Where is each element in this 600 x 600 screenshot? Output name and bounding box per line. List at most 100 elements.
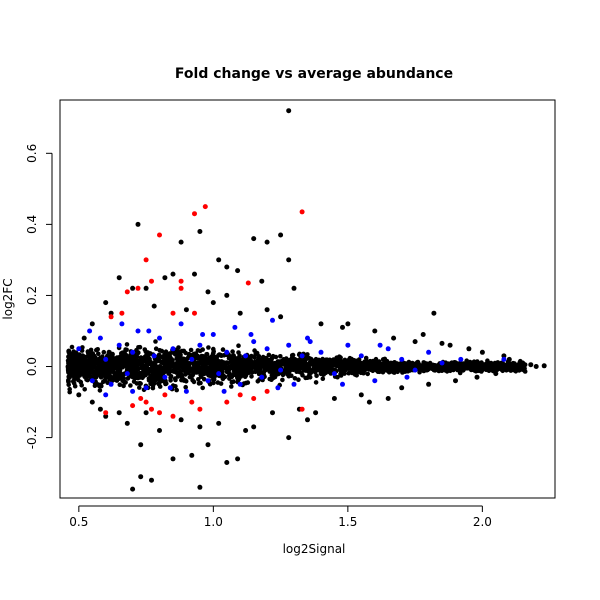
cloud-point [245,380,251,385]
y-axis-label: log2FC [1,278,15,319]
cloud-point [79,359,84,365]
data-point [216,257,222,263]
data-point [447,342,453,348]
cloud-point [82,362,88,368]
cloud-point [221,373,227,379]
cloud-point [127,355,132,361]
cloud-point [485,358,490,364]
data-point [108,310,114,316]
data-point [178,278,184,284]
cloud-point [488,365,494,371]
cloud-point [399,368,405,373]
cloud-point [96,356,102,362]
data-point [235,268,241,274]
cloud-point [382,356,388,362]
cloud-point [206,345,211,350]
cloud-point [248,354,254,360]
cloud-point [468,367,474,373]
cloud-point [183,372,188,377]
data-point [426,381,432,387]
cloud-point [88,360,93,366]
cloud-point [99,361,105,367]
data-point [162,275,168,281]
data-point [237,381,243,387]
data-point [178,239,184,245]
cloud-point [280,377,285,383]
data-point [474,374,480,380]
cloud-point [237,361,243,366]
data-point [512,367,518,373]
data-point [119,310,125,316]
cloud-point [494,364,499,370]
cloud-point [286,363,292,369]
cloud-point [220,347,226,352]
cloud-point [153,339,158,344]
data-point [493,371,499,377]
data-point [533,364,539,369]
data-point [151,353,157,359]
data-point [466,346,472,352]
cloud-point [171,363,177,369]
data-point [345,321,351,327]
data-point [358,392,364,398]
cloud-point [277,359,283,364]
cloud-point [385,368,391,374]
data-point [278,314,284,320]
cloud-point [206,360,212,366]
cloud-point [270,353,276,359]
cloud-point [422,360,427,366]
data-point [189,399,195,405]
data-point [97,335,103,341]
cloud-point [81,372,86,377]
data-point [224,349,230,355]
data-point [124,289,130,295]
data-point [286,108,292,114]
cloud-point [479,365,484,371]
cloud-point [137,385,142,390]
data-point [103,410,109,416]
cloud-point [473,365,478,371]
data-point [183,307,189,313]
cloud-point [498,364,504,370]
data-point [143,385,149,391]
cloud-point [111,374,116,380]
cloud-point [156,382,162,387]
cloud-point [345,359,350,365]
data-point [299,406,305,412]
data-point [372,378,378,384]
x-tick-label: 1.0 [204,515,223,529]
data-point [87,328,93,334]
x-axis-label: log2Signal [283,542,346,556]
data-point [135,328,141,334]
cloud-point [81,366,86,372]
data-point [366,399,372,405]
cloud-point [89,351,94,356]
y-axis: -0.2 0.0 0.2 0.4 0.6 [25,144,53,449]
data-point [143,410,149,416]
cloud-point [238,357,243,363]
data-point [391,335,397,341]
cloud-point [73,372,79,378]
cloud-point [196,362,201,368]
cloud-point [285,360,291,365]
cloud-point [153,346,159,352]
cloud-point [80,353,85,358]
data-point [286,257,292,263]
data-point [305,335,310,341]
cloud-point [125,376,131,381]
data-point [89,321,95,327]
cloud-point [88,347,94,353]
data-point [331,396,337,401]
cloud-point [405,366,410,372]
cloud-point [323,368,329,374]
cloud-point [66,348,72,354]
cloud-point [162,369,168,375]
data-point [479,349,485,355]
data-point [192,310,197,316]
data-point [404,374,410,380]
cloud-point [147,361,152,367]
cloud-point [278,354,283,359]
data-point [286,342,292,348]
data-point [200,332,206,337]
cloud-point [95,347,100,352]
